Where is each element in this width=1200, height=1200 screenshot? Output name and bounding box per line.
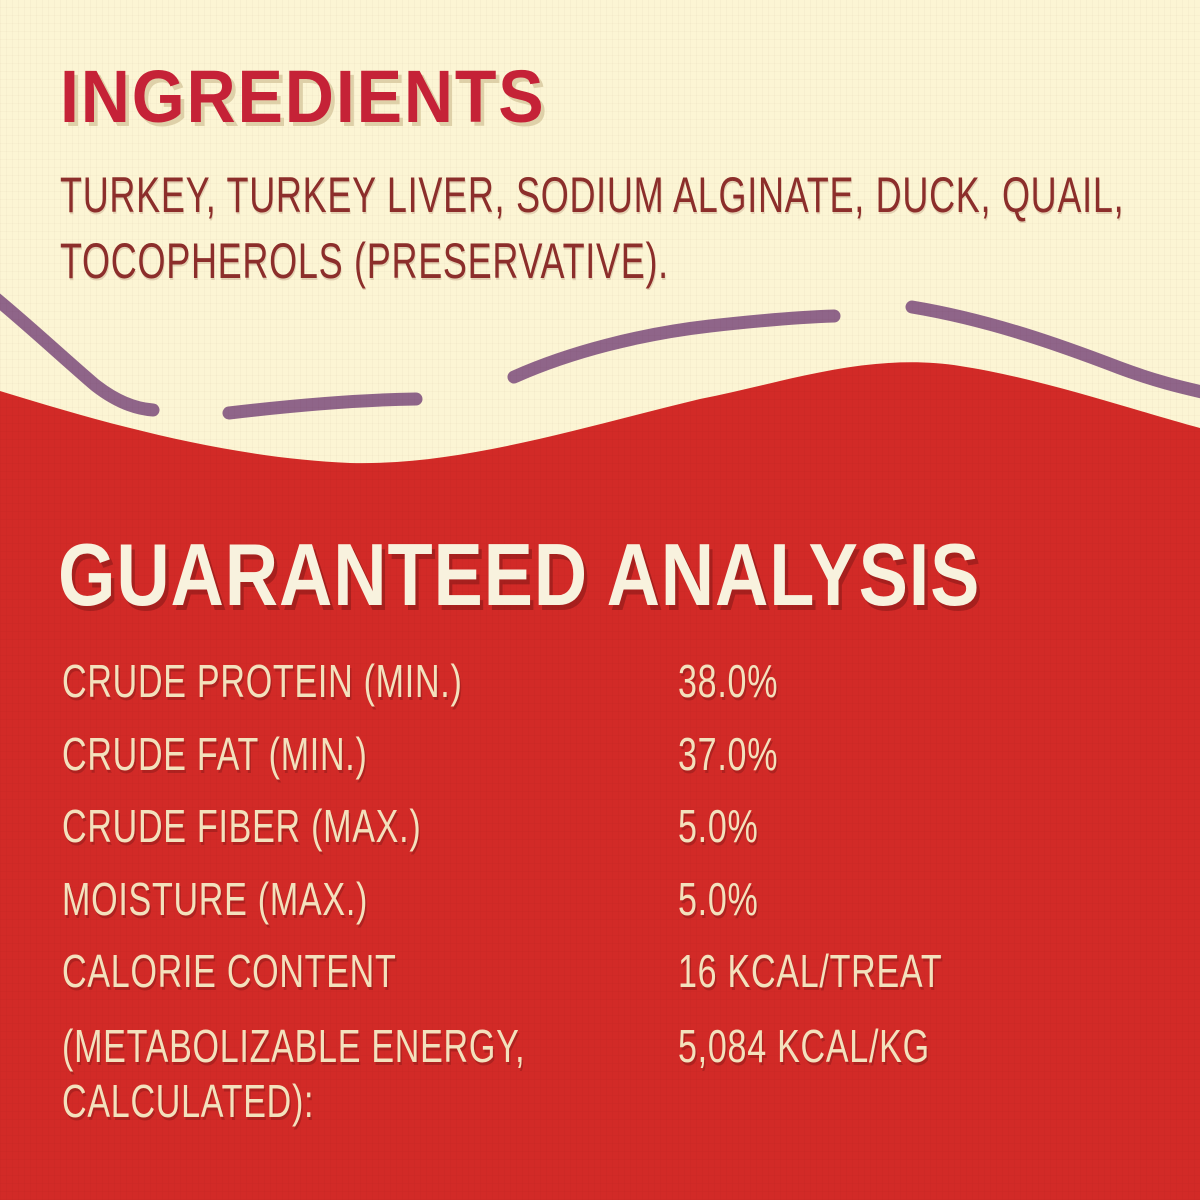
red-wave-shape [0, 362, 1200, 1200]
guaranteed-analysis-title: GUARANTEED ANALYSIS [58, 531, 1156, 619]
purple-squiggle-middle [507, 309, 841, 384]
analysis-row-value-moisture: 5.0% [678, 873, 759, 925]
analysis-row-label-crude-fat: CRUDE FAT (MIN.) [62, 728, 368, 780]
analysis-row-label-metabolizable-energy: (METABOLIZABLE ENERGY, [62, 1020, 526, 1072]
analysis-row-value-calorie-content: 16 KCAL/TREAT [678, 945, 943, 997]
purple-squiggle-left [0, 293, 160, 417]
analysis-row-label-moisture: MOISTURE (MAX.) [62, 873, 369, 925]
analysis-row-value-crude-fiber: 5.0% [678, 800, 759, 852]
analysis-row-value-crude-protein: 38.0% [678, 655, 779, 707]
purple-squiggle-dash [222, 392, 423, 420]
analysis-row-value-crude-fat: 37.0% [678, 728, 779, 780]
ingredients-title: INGREDIENTS [60, 60, 588, 134]
analysis-row-label-crude-protein: CRUDE PROTEIN (MIN.) [62, 655, 463, 707]
guaranteed-analysis-title-text: GUARANTEED ANALYSIS [58, 525, 981, 624]
ingredients-title-text: INGREDIENTS [60, 55, 546, 138]
ingredients-line-2: TOCOPHEROLS (PRESERVATIVE). [60, 233, 669, 289]
analysis-row-label-metabolizable-energy-line2: CALCULATED): [62, 1075, 315, 1127]
analysis-row-value-metabolizable-energy: 5,084 KCAL/KG [678, 1020, 930, 1072]
analysis-row-label-calorie-content: CALORIE CONTENT [62, 945, 397, 997]
purple-squiggle-right [905, 300, 1200, 399]
ingredients-line-1: TURKEY, TURKEY LIVER, SODIUM ALGINATE, D… [60, 167, 1125, 223]
analysis-row-label-crude-fiber: CRUDE FIBER (MAX.) [62, 800, 422, 852]
